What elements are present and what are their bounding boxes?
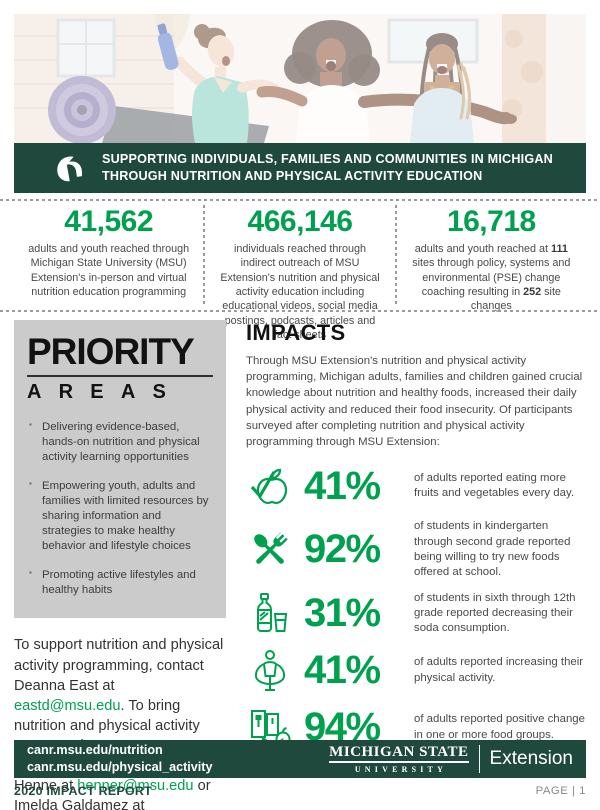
impact-percent: 41% [304,463,381,508]
stat-description: adults and youth reached at 111 sites th… [412,243,571,313]
impact-row-fruits-vegetables: 41% of adults reported eating more fruit… [246,462,586,510]
dotted-divider-middle [0,310,600,312]
logo-divider [478,745,480,773]
dotted-divider-vertical [203,205,206,305]
priority-bullet-list: Delivering evidence-based, hands-on nutr… [29,420,213,598]
spartan-helmet-icon [57,155,82,181]
soda-bottle-glass-icon [246,590,294,638]
impacts-title: IMPACTS [246,320,346,345]
stat-value: 41,562 [64,205,154,238]
msu-wordmark: MICHIGAN STATE UNIVERSITY [329,744,469,774]
impact-description: of students in sixth through 12th grade … [414,591,576,635]
priority-subtitle: AREAS [27,381,184,403]
banner-line2: THROUGH NUTRITION AND PHYSICAL ACTIVITY … [102,169,483,183]
nutrition-url-link[interactable]: canr.msu.edu/nutrition [27,743,163,757]
msu-extension-logo: MICHIGAN STATE UNIVERSITY Extension [329,744,573,774]
priority-bullet: Empowering youth, adults and families wi… [29,479,213,554]
priority-title: PRIORITY [27,331,195,372]
page-number: PAGE | 1 [535,785,586,797]
priority-bullet: Promoting active lifestyles and healthy … [29,568,213,598]
stat-description: individuals reached through indirect out… [220,243,380,342]
impact-row-physical-activity: 41% of adults reported increasing their … [246,647,586,695]
footer-urls: canr.msu.edu/nutrition canr.msu.edu/phys… [27,742,213,776]
priority-rule [27,375,213,377]
crossed-utensils-icon [246,526,294,574]
headline-banner: SUPPORTING INDIVIDUALS, FAMILIES AND COM… [14,143,586,193]
stat-reached-direct: 41,562 adults and youth reached through … [14,205,203,305]
extension-label: Extension [489,748,573,769]
impacts-intro: Through MSU Extension's nutrition and ph… [246,355,583,448]
main-content: PRIORITY AREAS Delivering evidence-based… [14,320,586,810]
priority-bullet: Delivering evidence-based, hands-on nutr… [29,420,213,465]
dotted-divider-top [0,199,600,201]
impact-description: of adults reported positive change in on… [414,713,585,741]
footer-bar: canr.msu.edu/nutrition canr.msu.edu/phys… [14,740,586,778]
page-footer-row: 2020 IMPACT REPORT PAGE | 1 [14,784,586,798]
report-title: 2020 IMPACT REPORT [14,784,153,798]
impact-row-soda: 31% of students in sixth through 12th gr… [246,590,586,638]
apple-check-icon [246,462,294,510]
hero-photo [14,14,586,143]
banner-line1: SUPPORTING INDIVIDUALS, FAMILIES AND COM… [102,151,553,166]
impact-row-new-foods: 92% of students in kindergarten through … [246,519,586,581]
left-column: PRIORITY AREAS Delivering evidence-based… [14,320,226,810]
impacts-column: IMPACTS Through MSU Extension's nutritio… [226,320,586,810]
priority-areas-box: PRIORITY AREAS Delivering evidence-based… [14,320,226,619]
impact-percent: 41% [304,648,381,693]
email-link-east[interactable]: eastd@msu.edu [14,697,121,714]
impact-percent: 31% [304,591,381,636]
stat-value: 466,146 [247,205,353,238]
msu-wordmark-line1: MICHIGAN STATE [329,744,469,764]
key-stats-row: 41,562 adults and youth reached through … [14,205,586,341]
email-link-henne[interactable]: henner@msu.edu [77,778,194,795]
hero-photo-illustration [14,14,586,143]
stat-reached-pse: 16,718 adults and youth reached at 111 s… [397,205,586,312]
stat-description: adults and youth reached through Michiga… [28,243,190,299]
stat-reached-indirect: 466,146 individuals reached through indi… [205,205,394,341]
banner-headline: SUPPORTING INDIVIDUALS, FAMILIES AND COM… [102,151,553,186]
impact-description: of adults reported eating more fruits an… [414,471,574,500]
stat-value: 16,718 [446,205,536,238]
active-person-icon [246,647,294,695]
msu-wordmark-line2: UNIVERSITY [354,765,448,775]
impact-description: of adults reported increasing their phys… [414,656,584,684]
impact-percent: 92% [304,527,381,572]
physical-activity-url-link[interactable]: canr.msu.edu/physical_activity [27,760,213,774]
impact-description: of students in kindergarten through seco… [414,520,571,579]
dotted-divider-vertical [394,205,397,305]
